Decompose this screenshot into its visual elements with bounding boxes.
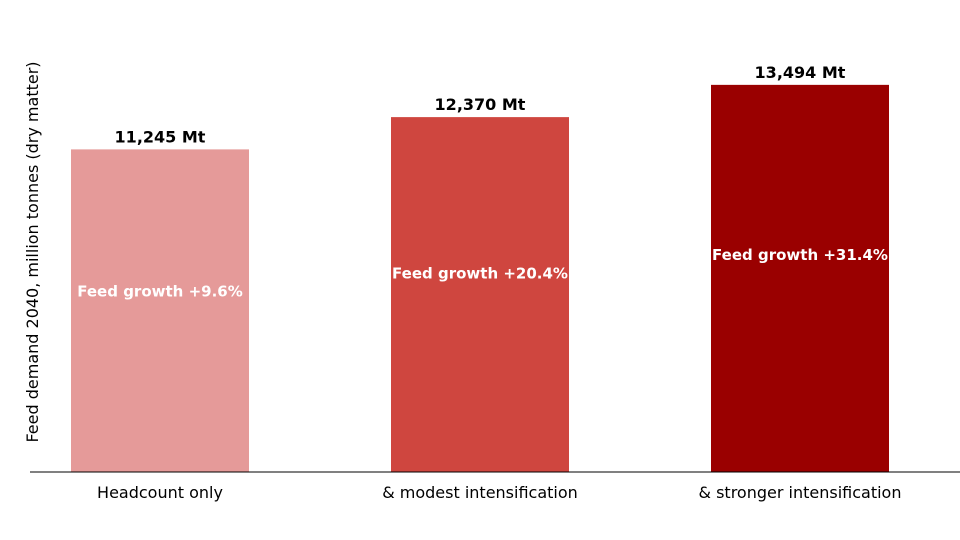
category-label-1: Headcount only xyxy=(97,483,223,502)
category-label-2: & modest intensification xyxy=(382,483,578,502)
bar-value-label-1: 11,245 Mt xyxy=(115,127,206,146)
bar-value-label-2: 12,370 Mt xyxy=(435,95,526,114)
category-label-3: & stronger intensification xyxy=(699,483,902,502)
y-axis-label: Feed demand 2040, million tonnes (dry ma… xyxy=(23,61,42,442)
bar-growth-label-2: Feed growth +20.4% xyxy=(392,264,568,282)
bar-value-label-3: 13,494 Mt xyxy=(755,63,846,82)
bars: 11,245 Mt Feed growth +9.6% Headcount only… xyxy=(71,63,901,502)
bar-growth-label-1: Feed growth +9.6% xyxy=(77,282,242,300)
bar-1 xyxy=(71,149,249,472)
bar-3 xyxy=(711,84,889,473)
bar-2 xyxy=(391,117,569,473)
bar-growth-label-3: Feed growth +31.4% xyxy=(712,246,888,264)
